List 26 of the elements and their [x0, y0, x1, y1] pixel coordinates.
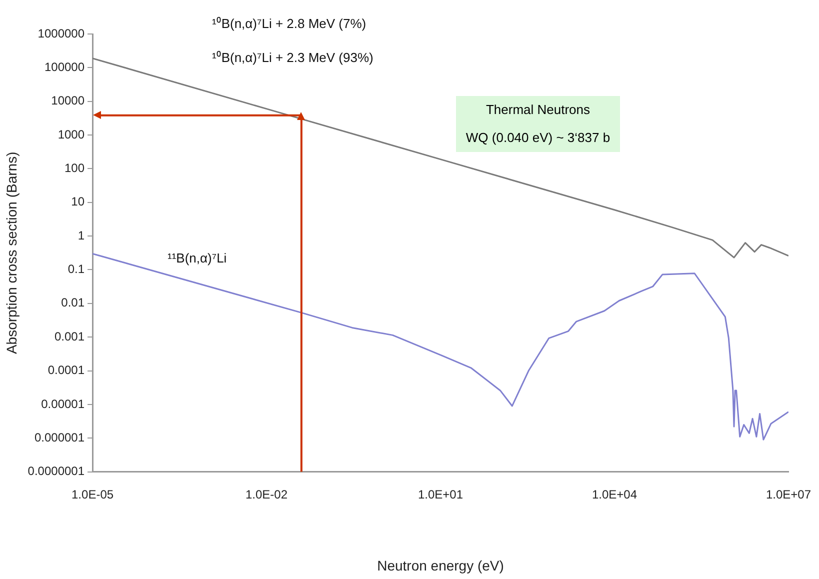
y-tick-label: 0.0000001 — [28, 464, 85, 478]
annotation: Thermal Neutrons — [484, 101, 592, 119]
y-tick-label: 0.0001 — [48, 363, 85, 378]
y-tick-label: 0.001 — [54, 329, 85, 344]
x-tick-label: 1.0E-02 — [246, 487, 288, 502]
y-tick-label: 10000 — [51, 94, 85, 108]
y-tick-label: 0.1 — [68, 262, 85, 276]
y-tick-label: 1000 — [58, 127, 85, 142]
y-tick-label: 0.00001 — [41, 396, 85, 411]
annotation: ¹⁰B(n,α)⁷Li + 2.3 MeV (93%) — [212, 49, 374, 66]
annotation: WQ (0.040 eV) ~ 3‘837 b — [464, 129, 612, 147]
y-tick-label: 0.01 — [61, 296, 85, 310]
x-tick-label: 1.0E+04 — [592, 487, 638, 502]
y-tick-label: 1 — [78, 228, 85, 242]
y-axis-title: Absorption cross section (Barns) — [3, 152, 20, 354]
y-tick-label: 100000 — [44, 60, 85, 74]
y-tick-label: 100 — [64, 161, 85, 176]
x-tick-label: 1.0E-05 — [72, 487, 114, 502]
x-tick-label: 1.0E+07 — [766, 487, 812, 502]
text: ¹⁰B(n,α)⁷Li + 2.8 MeV (7%) — [212, 15, 366, 32]
x-tick-label: 1.0E+01 — [418, 487, 464, 502]
y-tick-label: 1000000 — [38, 26, 85, 40]
x-axis-title: Neutron energy (eV) — [377, 557, 504, 574]
y-tick-label: 0.000001 — [34, 430, 85, 444]
y-tick-label: 10 — [71, 194, 85, 209]
series-label: ¹¹B(n,α)⁷Li — [168, 250, 227, 266]
